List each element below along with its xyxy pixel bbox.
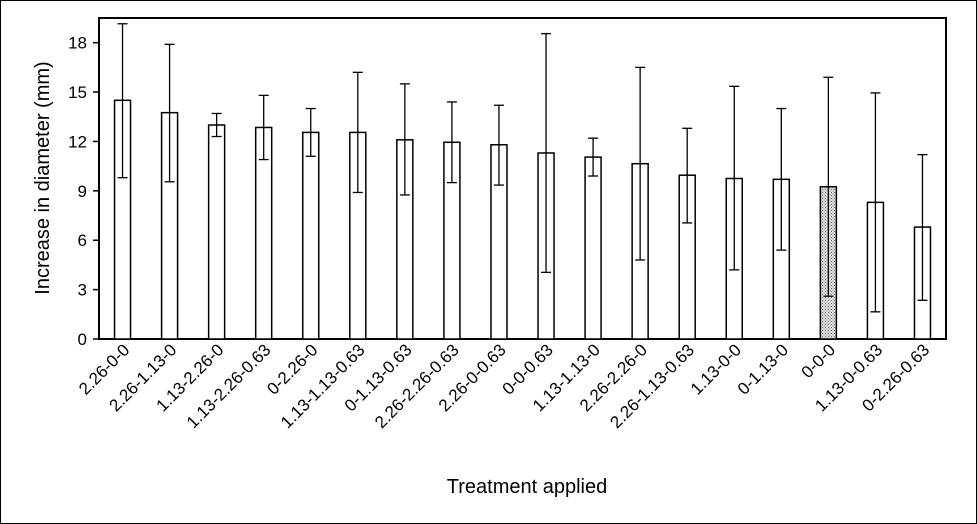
x-tick-label: 1.13-2.26-0.63 xyxy=(183,340,275,432)
bars xyxy=(113,99,932,340)
y-tick-label: 0 xyxy=(78,330,87,349)
x-tick-label: 2.26-1.13-0.63 xyxy=(606,340,698,432)
y-tick-label: 9 xyxy=(78,182,87,201)
y-tick-label: 18 xyxy=(68,34,87,53)
x-axis-labels: 2.26-0-02.26-1.13-01.13-2.26-01.13-2.26-… xyxy=(75,340,933,432)
bar xyxy=(207,124,226,340)
x-tick-label: 2.26-2.26-0.63 xyxy=(371,340,463,432)
y-tick-label: 15 xyxy=(68,83,87,102)
x-axis-title: Treatment applied xyxy=(447,476,607,498)
plot-area xyxy=(98,17,947,340)
bar xyxy=(584,156,602,340)
y-tick-label: 12 xyxy=(68,132,87,151)
x-tick-label: 0-1.13-0 xyxy=(734,340,792,398)
error-bars xyxy=(117,23,928,313)
x-tick-label: 0-0-0 xyxy=(798,340,839,381)
x-tick-label: 1.13-0-0 xyxy=(687,340,745,398)
y-tick-label: 6 xyxy=(78,231,87,250)
y-tick-label: 3 xyxy=(78,281,87,300)
x-tick-label: 1.13-1.13-0.63 xyxy=(277,340,369,432)
bar xyxy=(302,131,320,340)
y-axis: 0 3 6 9 12 15 18 xyxy=(68,34,99,349)
y-axis-title: Increase in diameter (mm) xyxy=(32,61,54,294)
